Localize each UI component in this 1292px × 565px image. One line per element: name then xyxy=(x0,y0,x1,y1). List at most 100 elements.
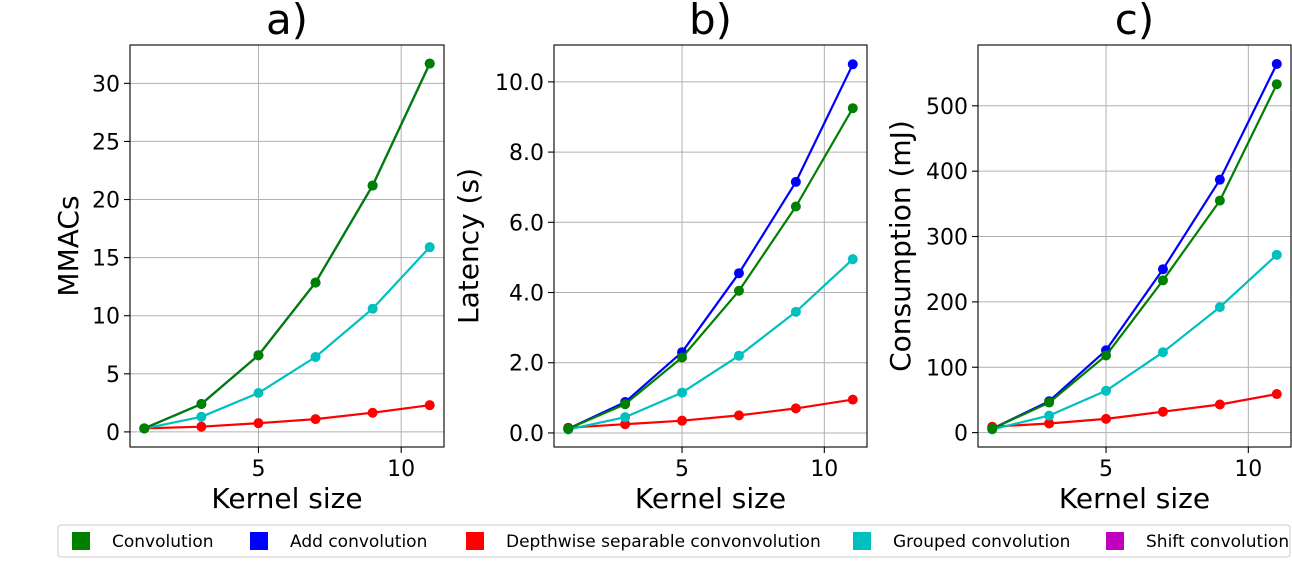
series-grouped-convolution-point xyxy=(1271,249,1282,260)
y-tick-label: 5 xyxy=(106,363,120,388)
y-tick-label: 25 xyxy=(92,130,120,155)
y-axis-label: MMACs xyxy=(52,195,85,296)
series-grouped-convolution-line xyxy=(567,258,854,431)
panel-title: a) xyxy=(266,0,308,44)
y-tick-label: 20 xyxy=(92,189,120,214)
series-grouped-convolution-point xyxy=(196,411,207,422)
series-convolution-point xyxy=(563,423,574,434)
panel-title: c) xyxy=(1115,0,1154,44)
legend-item-depthwise-separable-convonvolution: Depthwise separable convonvolution xyxy=(466,532,821,552)
series-grouped-convolution-point xyxy=(677,387,688,398)
series-grouped-convolution-line xyxy=(144,246,431,430)
series-add-convolution-point xyxy=(1157,264,1168,275)
series-grouped-convolution-point xyxy=(367,303,378,314)
series-depthwise-separable-convonvolution-point xyxy=(1271,389,1282,400)
axes-frame xyxy=(129,44,445,448)
legend-label: Shift convolution xyxy=(1146,532,1289,552)
series-convolution-point xyxy=(1157,275,1168,286)
series-depthwise-separable-convonvolution-point xyxy=(1157,406,1168,417)
panel-a: 5 10 0 5 10 15 20 25 30 Kernel size MMACs a) xyxy=(52,0,445,515)
series-convolution-point xyxy=(1271,79,1282,90)
series-convolution-line xyxy=(143,63,431,430)
legend-item-convolution: Convolution xyxy=(72,532,214,552)
y-tick-label: 300 xyxy=(926,226,968,251)
series-add-convolution-point xyxy=(733,268,744,279)
series-convolution-line xyxy=(991,83,1278,430)
series-grouped-convolution-point xyxy=(1157,347,1168,358)
x-tick-label: 5 xyxy=(251,457,265,482)
series-convolution-point xyxy=(139,423,150,434)
legend-label: Convolution xyxy=(112,532,214,552)
series-add-convolution-point xyxy=(847,59,858,70)
series-add-convolution-point xyxy=(1214,174,1225,185)
axes-frame xyxy=(977,44,1292,448)
legend-item-shift-convolution: Shift convolution xyxy=(1106,532,1289,552)
series-grouped-convolution-point xyxy=(424,242,435,253)
axes-frame xyxy=(553,44,868,448)
series-grouped-convolution-point xyxy=(790,306,801,317)
series-depthwise-separable-convonvolution-point xyxy=(1044,418,1055,429)
series-convolution-point xyxy=(790,201,801,212)
series-depthwise-separable-convonvolution-point xyxy=(1101,413,1112,424)
x-tick-label: 10 xyxy=(1234,457,1262,482)
series-depthwise-separable-convonvolution-point xyxy=(310,414,321,425)
y-tick-label: 0 xyxy=(106,421,120,446)
series-convolution-point xyxy=(987,423,998,434)
series-add-convolution-point xyxy=(1271,58,1282,69)
legend-label: Depthwise separable convonvolution xyxy=(506,532,821,552)
y-tick-label: 10 xyxy=(92,305,120,330)
series-depthwise-separable-convonvolution-point xyxy=(367,407,378,418)
legend-label: Grouped convolution xyxy=(893,532,1070,552)
legend-frame xyxy=(57,524,1291,558)
series-depthwise-separable-convonvolution-point xyxy=(677,415,688,426)
y-axis-label: Consumption (mJ) xyxy=(884,120,917,372)
series-convolution-point xyxy=(367,180,378,191)
x-axis-label: Kernel size xyxy=(1059,482,1210,515)
series-depthwise-separable-convonvolution-point xyxy=(847,394,858,405)
series-depthwise-separable-convonvolution-line xyxy=(144,404,430,430)
y-axis-label: Latency (s) xyxy=(452,168,485,324)
x-tick-label: 5 xyxy=(1099,457,1113,482)
legend-swatch xyxy=(72,532,90,550)
y-tick-label: 8.0 xyxy=(509,141,544,166)
y-tick-label: 10.0 xyxy=(495,71,544,96)
y-tick-label: 0.0 xyxy=(509,422,544,447)
series-grouped-convolution-point xyxy=(1101,385,1112,396)
series-grouped-convolution-point xyxy=(847,254,858,265)
series-grouped-convolution-line xyxy=(991,253,1278,431)
series-grouped-convolution-point xyxy=(310,351,321,362)
series-convolution-line xyxy=(567,107,854,430)
series-grouped-convolution-point xyxy=(1044,410,1055,421)
legend-swatch xyxy=(1106,532,1124,550)
series-depthwise-separable-convonvolution-point xyxy=(196,421,207,432)
series-convolution-point xyxy=(424,58,435,69)
y-tick-label: 200 xyxy=(926,291,968,316)
series-depthwise-separable-convonvolution-line xyxy=(992,393,1277,428)
y-tick-label: 400 xyxy=(926,160,968,185)
series-convolution-point xyxy=(620,399,631,410)
series-add-convolution-line xyxy=(991,63,1278,430)
series-convolution-point xyxy=(1214,195,1225,206)
series-depthwise-separable-convonvolution-point xyxy=(1214,399,1225,410)
y-tick-label: 2.0 xyxy=(509,352,544,377)
x-axis-label: Kernel size xyxy=(635,482,786,515)
x-axis-label: Kernel size xyxy=(211,482,362,515)
series-add-convolution-line xyxy=(567,63,854,430)
y-tick-label: 500 xyxy=(926,95,968,120)
series-grouped-convolution-point xyxy=(733,350,744,361)
series-depthwise-separable-convonvolution-point xyxy=(253,418,264,429)
y-tick-label: 100 xyxy=(926,356,968,381)
series-convolution-point xyxy=(1101,350,1112,361)
legend-swatch xyxy=(853,532,871,550)
series-convolution-point xyxy=(677,352,688,363)
panel-b: 5 10 0.0 2.0 4.0 6.0 8.0 10.0 Kernel size Latency… xyxy=(452,0,868,515)
series-depthwise-separable-convonvolution-point xyxy=(790,403,801,414)
legend-item-grouped-convolution: Grouped convolution xyxy=(853,532,1070,552)
series-add-convolution-point xyxy=(790,176,801,187)
series-convolution-point xyxy=(310,277,321,288)
series-grouped-convolution-point xyxy=(620,412,631,423)
series-depthwise-separable-convonvolution-point xyxy=(424,400,435,411)
